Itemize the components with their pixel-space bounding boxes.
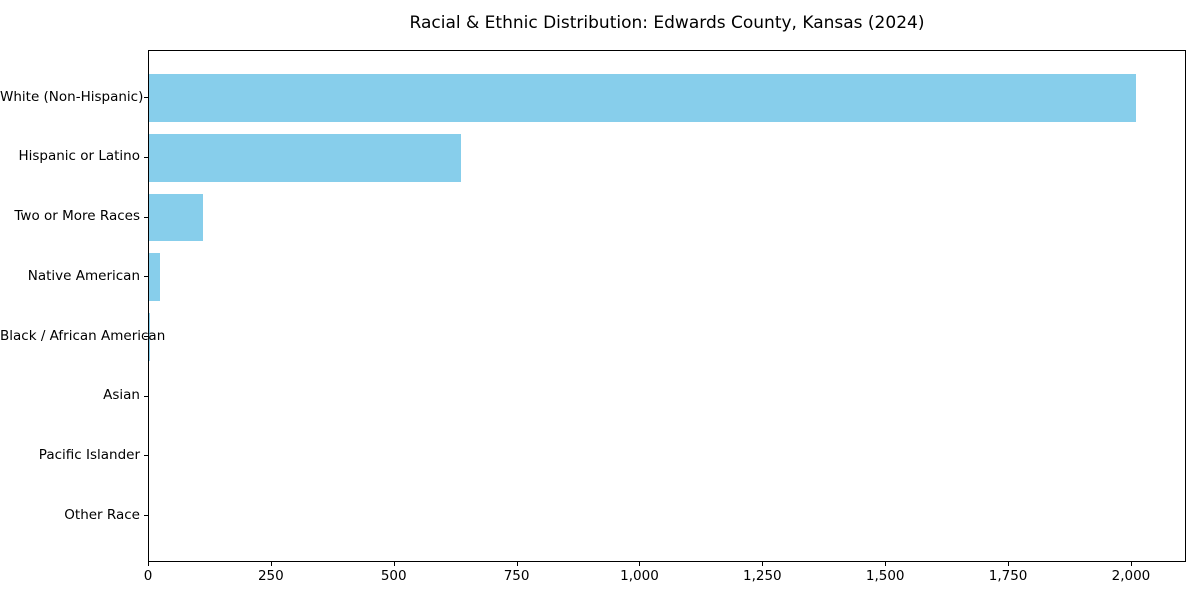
x-axis-tick (639, 562, 641, 566)
y-axis-label: Hispanic or Latino (18, 148, 140, 165)
bar-two-or-more-races (149, 193, 203, 242)
bar-hispanic-or-latino (149, 134, 461, 182)
x-axis-tick (885, 562, 887, 566)
y-axis-tick (144, 276, 148, 278)
y-axis-tick (144, 336, 148, 337)
x-axis-tick-label: 1,250 (743, 568, 782, 584)
bar-black-african-american (149, 313, 150, 361)
y-axis-tick (144, 97, 148, 99)
y-axis-tick (144, 216, 148, 218)
bar-white-non-hispanic (149, 74, 1136, 123)
y-axis-label: Pacific Islander (38, 446, 140, 463)
y-axis-label: Black / African American (0, 327, 166, 344)
y-axis-label: Native American (27, 267, 140, 284)
x-axis-tick (1008, 562, 1010, 566)
x-axis-tick-label: 500 (380, 568, 407, 584)
x-axis-tick-label: 1,500 (865, 568, 905, 584)
y-axis-label: Two or More Races (14, 208, 140, 225)
y-axis-label: Other Race (64, 506, 140, 523)
x-axis-tick-label: 1,750 (988, 568, 1028, 584)
x-axis-tick-label: 1,000 (620, 568, 659, 584)
y-axis-label: Asian (103, 387, 140, 404)
x-axis-tick (1130, 562, 1132, 566)
x-axis-tick (270, 562, 272, 566)
x-axis-tick-label: 750 (503, 568, 530, 584)
x-axis-tick-label: 250 (257, 568, 284, 584)
y-axis-tick (144, 455, 148, 457)
x-axis-tick-label: 2,000 (1111, 568, 1151, 584)
x-axis-tick (762, 562, 764, 566)
bar-native-american (149, 253, 160, 302)
y-axis-label: White (Non-Hispanic) (0, 88, 144, 105)
x-axis-tick (393, 562, 395, 566)
y-axis-tick (144, 515, 148, 517)
plot-area (148, 50, 1186, 562)
y-axis-tick (144, 156, 148, 158)
chart-title: Racial & Ethnic Distribution: Edwards Co… (409, 13, 925, 33)
x-axis-tick (516, 562, 518, 566)
y-axis-tick (144, 395, 148, 397)
x-axis-tick-label: 0 (143, 568, 153, 584)
x-axis-tick (148, 562, 149, 566)
